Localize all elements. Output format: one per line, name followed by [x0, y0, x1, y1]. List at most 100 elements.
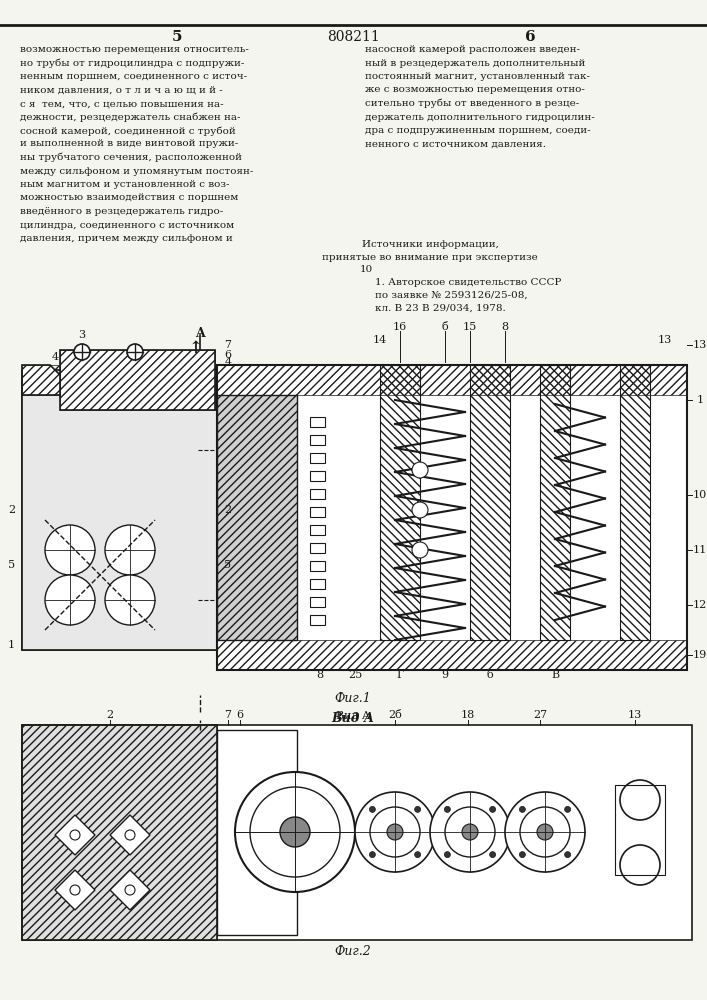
Text: 6: 6	[236, 710, 244, 720]
Bar	[310, 561, 325, 571]
Circle shape	[369, 806, 375, 812]
Text: цилиндра, соединенного с источником: цилиндра, соединенного с источником	[20, 221, 234, 230]
Circle shape	[414, 852, 421, 858]
Text: дра с подпружиненным поршнем, соеди-: дра с подпружиненным поршнем, соеди-	[365, 126, 590, 135]
Bar	[217, 365, 687, 670]
Circle shape	[70, 830, 80, 840]
Text: и выполненной в виде винтовой пружи-: и выполненной в виде винтовой пружи-	[20, 139, 238, 148]
Text: ненным поршнем, соединенного с источ-: ненным поршнем, соединенного с источ-	[20, 72, 247, 81]
Circle shape	[280, 817, 310, 847]
Bar	[310, 579, 325, 589]
Text: 6: 6	[525, 30, 535, 44]
Circle shape	[127, 344, 143, 360]
Text: постоянный магнит, установленный так-: постоянный магнит, установленный так-	[365, 72, 590, 81]
Text: 5: 5	[172, 30, 182, 44]
Text: 7: 7	[225, 710, 231, 720]
Text: 9: 9	[441, 670, 448, 680]
Text: 808211: 808211	[327, 30, 380, 44]
Text: 27: 27	[533, 710, 547, 720]
Circle shape	[565, 806, 571, 812]
Bar	[615, 785, 665, 875]
Circle shape	[445, 807, 495, 857]
Text: ↑: ↑	[188, 340, 202, 357]
Text: же с возможностью перемещения отно-: же с возможностью перемещения отно-	[365, 86, 585, 95]
Text: Вид А: Вид А	[336, 710, 370, 720]
Text: 15: 15	[463, 322, 477, 332]
Polygon shape	[110, 870, 150, 910]
Bar	[380, 365, 420, 640]
Text: 2б: 2б	[388, 710, 402, 720]
Text: 2: 2	[107, 710, 114, 720]
Text: между сильфоном и упомянутым постоян-: между сильфоном и упомянутым постоян-	[20, 166, 253, 176]
Circle shape	[412, 542, 428, 558]
Circle shape	[355, 792, 435, 872]
Text: 1: 1	[8, 640, 15, 650]
Bar	[470, 365, 510, 640]
Bar	[217, 395, 297, 640]
Text: ный в резцедержатель дополнительный: ный в резцедержатель дополнительный	[365, 58, 585, 68]
Circle shape	[370, 807, 420, 857]
Text: ным магнитом и установленной с воз-: ным магнитом и установленной с воз-	[20, 180, 230, 189]
Text: б: б	[442, 322, 448, 332]
Text: 8: 8	[501, 322, 508, 332]
Circle shape	[105, 575, 155, 625]
Circle shape	[520, 852, 525, 858]
Circle shape	[505, 792, 585, 872]
Text: 2: 2	[8, 505, 15, 515]
Polygon shape	[22, 365, 60, 395]
Text: 18: 18	[461, 710, 475, 720]
Bar	[310, 543, 325, 553]
Text: сосной камерой, соединенной с трубой: сосной камерой, соединенной с трубой	[20, 126, 235, 135]
Bar	[22, 370, 217, 650]
Circle shape	[445, 806, 450, 812]
Text: 8: 8	[317, 670, 324, 680]
Circle shape	[414, 806, 421, 812]
Polygon shape	[55, 870, 95, 910]
Text: 2: 2	[224, 505, 232, 515]
Bar	[217, 730, 297, 935]
Text: держатель дополнительного гидроцилин-: держатель дополнительного гидроцилин-	[365, 112, 595, 121]
Bar	[22, 725, 217, 940]
Text: возможностью перемещения относитель-: возможностью перемещения относитель-	[20, 45, 249, 54]
Text: 14: 14	[373, 335, 387, 345]
Bar	[217, 365, 687, 395]
Bar	[540, 365, 570, 640]
Circle shape	[537, 824, 553, 840]
Circle shape	[565, 852, 571, 858]
Text: с я  тем, что, с целью повышения на-: с я тем, что, с целью повышения на-	[20, 99, 223, 108]
Text: Источники информации,: Источники информации,	[361, 240, 498, 249]
Circle shape	[445, 852, 450, 858]
Text: 25: 25	[348, 670, 362, 680]
Text: Вид А: Вид А	[332, 712, 375, 725]
Circle shape	[369, 852, 375, 858]
Text: 3: 3	[78, 330, 86, 340]
Text: сительно трубы от введенного в резце-: сительно трубы от введенного в резце-	[365, 99, 579, 108]
Circle shape	[105, 525, 155, 575]
Text: 16: 16	[393, 322, 407, 332]
Circle shape	[250, 787, 340, 877]
Polygon shape	[110, 815, 150, 855]
Bar	[22, 725, 217, 940]
Text: можностью взаимодействия с поршнем: можностью взаимодействия с поршнем	[20, 194, 238, 202]
Text: по заявке № 2593126/25-08,: по заявке № 2593126/25-08,	[375, 291, 527, 300]
Text: ником давления, о т л и ч а ю щ и й -: ником давления, о т л и ч а ю щ и й -	[20, 86, 223, 95]
Circle shape	[45, 575, 95, 625]
Circle shape	[520, 807, 570, 857]
Polygon shape	[55, 815, 95, 855]
Text: Фиг.1: Фиг.1	[334, 692, 371, 705]
Bar	[620, 365, 650, 640]
Text: принятые во внимание при экспертизе: принятые во внимание при экспертизе	[322, 253, 538, 262]
Circle shape	[490, 852, 496, 858]
Text: 5: 5	[224, 560, 232, 570]
Bar	[310, 615, 325, 625]
Text: дежности, резцедержатель снабжен на-: дежности, резцедержатель снабжен на-	[20, 112, 240, 122]
Text: но трубы от гидроцилиндра с подпружи-: но трубы от гидроцилиндра с подпружи-	[20, 58, 245, 68]
Circle shape	[235, 772, 355, 892]
Text: давления, причем между сильфоном и: давления, причем между сильфоном и	[20, 234, 233, 243]
Circle shape	[74, 344, 90, 360]
Circle shape	[620, 845, 660, 885]
Circle shape	[70, 885, 80, 895]
Text: 5: 5	[8, 560, 15, 570]
Bar	[310, 525, 325, 535]
Text: 4: 4	[224, 357, 232, 367]
